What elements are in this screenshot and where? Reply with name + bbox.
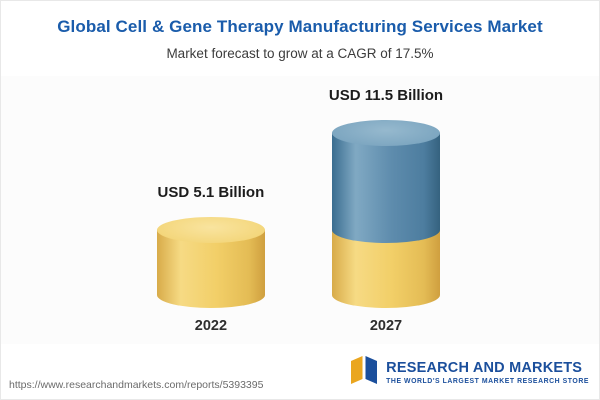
cylinder-2022-cap bbox=[156, 217, 265, 244]
report-url-link[interactable]: https://www.researchandmarkets.com/repor… bbox=[9, 379, 264, 391]
logo-text: RESEARCH AND MARKETS THE WORLD'S LARGEST… bbox=[386, 360, 589, 385]
cylinder-2027 bbox=[331, 120, 440, 308]
x-axis-label-2027: 2027 bbox=[369, 318, 403, 334]
logo-mark-icon bbox=[349, 354, 379, 391]
chart-subtitle: Market forecast to grow at a CAGR of 17.… bbox=[166, 46, 434, 61]
research-and-markets-logo: RESEARCH AND MARKETS THE WORLD'S LARGEST… bbox=[349, 354, 589, 391]
bar-value-label-2027: USD 11.5 Billion bbox=[328, 87, 444, 105]
logo-wordmark: RESEARCH AND MARKETS bbox=[386, 360, 582, 376]
footer: https://www.researchandmarkets.com/repor… bbox=[1, 347, 599, 395]
cylinder-2027-segment-growth bbox=[331, 133, 440, 244]
bar-group-2022: USD 5.1 Billion 2022 bbox=[156, 184, 265, 334]
bar-group-2027: USD 11.5 Billion 2027 bbox=[329, 87, 443, 334]
chart-area: USD 5.1 Billion 2022 USD 11.5 Billion 20… bbox=[1, 76, 599, 344]
cylinder-2022-body bbox=[156, 230, 265, 308]
cylinder-2022 bbox=[156, 217, 265, 308]
chart-title: Global Cell & Gene Therapy Manufacturing… bbox=[57, 17, 543, 36]
x-axis-label-2022: 2022 bbox=[194, 318, 228, 334]
cylinder-2027-cap bbox=[331, 120, 440, 147]
logo-tagline: THE WORLD'S LARGEST MARKET RESEARCH STOR… bbox=[386, 378, 589, 385]
logo-wordmark-part2: MARKETS bbox=[509, 360, 583, 376]
cylinder-2027-segment-base bbox=[331, 230, 440, 308]
bar-value-label-2022: USD 5.1 Billion bbox=[157, 184, 265, 202]
logo-wordmark-part1: RESEARCH AND bbox=[386, 360, 505, 376]
